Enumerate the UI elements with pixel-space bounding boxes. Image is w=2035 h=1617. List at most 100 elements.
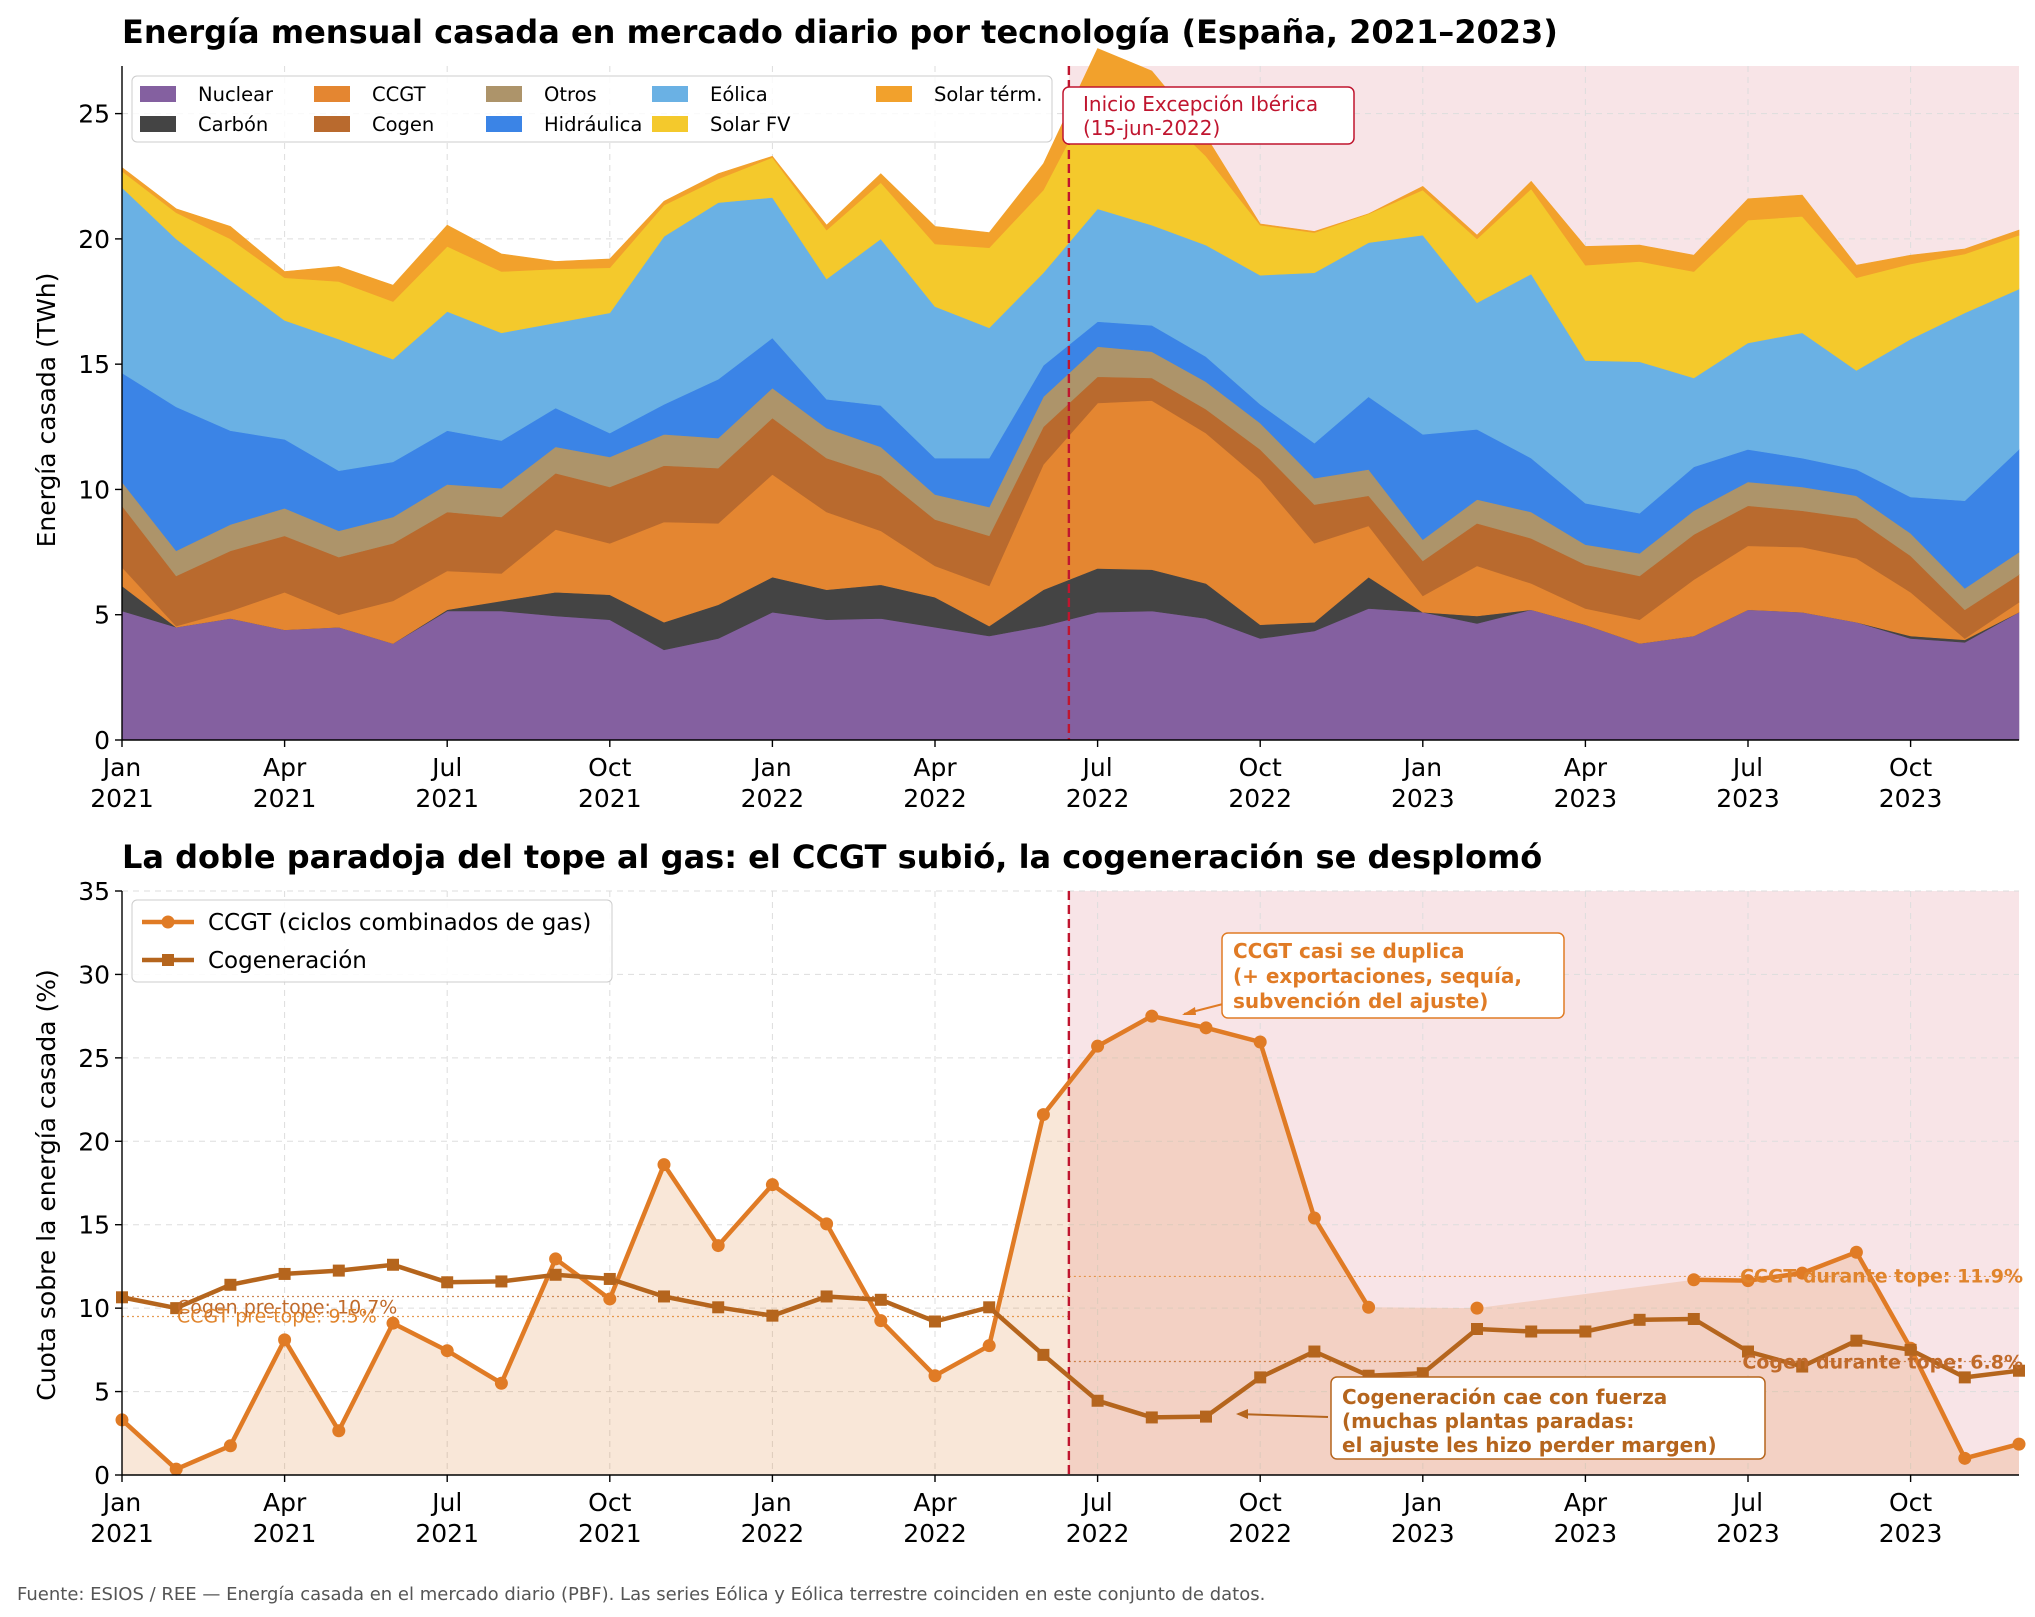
point-cogeneracion-16 — [983, 1301, 996, 1314]
c2-xtick-month-18: Jul — [1081, 1488, 1113, 1517]
cogen-annotation-box — [1330, 1376, 1766, 1460]
c1-ytick-label-15: 15 — [78, 350, 110, 379]
ccgt-annotation-line1: CCGT casi se duplica — [1233, 939, 1464, 963]
point-cogeneracion-7 — [495, 1275, 508, 1288]
ccgt-annotation-box — [1221, 932, 1565, 1019]
c1-xtick-month-30: Jul — [1731, 753, 1763, 782]
c2-legend-frame — [131, 899, 613, 983]
c1-xtick-year-15: 2022 — [903, 784, 967, 813]
legend-marker-cogeneracion — [162, 954, 174, 966]
c1-area-layers — [121, 48, 2020, 741]
ref-label-cogen-during: Cogen durante tope: 6.8% — [1742, 1352, 2023, 1374]
c1-xtick-year-18: 2022 — [1066, 784, 1130, 813]
point-cogeneracion-1 — [170, 1302, 183, 1315]
cogen-annotation-line1: Cogeneración cae con fuerza — [1342, 1385, 1667, 1409]
c1-xtick-month-0: Jan — [101, 753, 142, 782]
c1-xtick-month-27: Apr — [1564, 753, 1608, 782]
c2-xtick-month-15: Apr — [913, 1488, 957, 1517]
c2-ytick-label-5: 5 — [94, 1378, 110, 1407]
c1-xtick-year-9: 2021 — [578, 784, 642, 813]
c2-reference-lines — [122, 1275, 2019, 1363]
point-ccgt-ciclos-combinados-de-gas-3 — [278, 1333, 292, 1347]
point-ccgt-ciclos-combinados-de-gas-17 — [1036, 1108, 1050, 1122]
c2-xtick-year-21: 2022 — [1228, 1519, 1292, 1548]
c1-event-annotation: Inicio Excepción Ibérica (15-jun-2022) — [1062, 86, 1355, 145]
point-cogeneracion-20 — [1200, 1410, 1212, 1423]
c2-xtick-year-27: 2023 — [1554, 1519, 1618, 1548]
point-ccgt-ciclos-combinados-de-gas-1 — [169, 1462, 183, 1476]
legend-label-eolica: Eólica — [710, 83, 768, 106]
series-cogeneracion — [116, 1258, 2025, 1424]
c1-xtick-month-9: Oct — [588, 753, 631, 782]
chart1-y-axis-label: Energía casada (TWh) — [32, 273, 61, 548]
c1-xtick-month-12: Jan — [751, 753, 792, 782]
point-cogeneracion-30 — [1742, 1345, 1754, 1358]
cogen-annotation-line3: el ajuste les hizo perder margen) — [1342, 1433, 1717, 1457]
legend-swatch-nuclear — [140, 86, 176, 102]
c2-xtick-month-6: Jul — [430, 1488, 462, 1517]
point-cogeneracion-25 — [1471, 1323, 1483, 1335]
point-ccgt-ciclos-combinados-de-gas-20 — [1199, 1021, 1213, 1035]
point-cogeneracion-18 — [1091, 1394, 1104, 1407]
c2-xtick-year-18: 2022 — [1066, 1519, 1130, 1548]
c2-legend: CCGT (ciclos combinados de gas) Cogenerac… — [131, 899, 613, 983]
point-cogeneracion-28 — [1633, 1313, 1646, 1326]
legend-swatch-carbon — [140, 116, 176, 132]
cogen-annotation-arrowhead — [1236, 1409, 1248, 1419]
legend-swatch-solar-fv — [652, 116, 688, 132]
point-ccgt-ciclos-combinados-de-gas-14 — [874, 1314, 888, 1328]
point-ccgt-ciclos-combinados-de-gas-19 — [1145, 1009, 1159, 1023]
point-ccgt-ciclos-combinados-de-gas-15 — [928, 1369, 942, 1383]
point-ccgt-ciclos-combinados-de-gas-2 — [223, 1439, 237, 1453]
point-cogeneracion-11 — [712, 1301, 725, 1314]
c1-xtick-year-24: 2023 — [1391, 784, 1455, 813]
c1-xtick-year-30: 2023 — [1716, 784, 1780, 813]
c1-xtick-year-3: 2021 — [253, 784, 317, 813]
point-cogeneracion-3 — [278, 1267, 291, 1280]
point-ccgt-ciclos-combinados-de-gas-21 — [1253, 1035, 1267, 1049]
c1-x-ticks: Jan2021Apr2021Jul2021Oct2021Jan2022Apr20… — [90, 740, 1942, 813]
legend-swatch-solar-term — [876, 86, 912, 102]
c2-xtick-month-21: Oct — [1239, 1488, 1282, 1517]
point-ccgt-ciclos-combinados-de-gas-8 — [549, 1252, 563, 1266]
c1-ytick-label-25: 25 — [78, 100, 110, 129]
point-ccgt-ciclos-combinados-de-gas-18 — [1091, 1039, 1105, 1053]
point-ccgt-ciclos-combinados-de-gas-16 — [982, 1339, 996, 1353]
legend-label-nuclear: Nuclear — [198, 83, 274, 106]
point-cogeneracion-8 — [549, 1268, 562, 1281]
point-cogeneracion-4 — [332, 1264, 345, 1277]
point-cogeneracion-17 — [1037, 1348, 1050, 1361]
point-ccgt-ciclos-combinados-de-gas-23 — [1362, 1300, 1376, 1314]
line-cogeneracion — [121, 1262, 2020, 1420]
point-cogeneracion-31 — [1796, 1360, 1809, 1373]
c1-ytick-label-10: 10 — [78, 475, 110, 504]
point-cogeneracion-34 — [1958, 1371, 1971, 1384]
c1-event-annotation-line2: (15-jun-2022) — [1083, 116, 1220, 140]
c2-xtick-year-0: 2021 — [90, 1519, 154, 1548]
point-cogeneracion-27 — [1579, 1325, 1592, 1338]
legend-label-solar-fv: Solar FV — [710, 113, 791, 136]
c1-xtick-month-6: Jul — [430, 753, 462, 782]
ref-label-ccgt-during: CCGT durante tope: 11.9% — [1740, 1265, 2023, 1287]
c2-xtick-year-15: 2022 — [903, 1519, 967, 1548]
chart2-y-axis-label: Cuota sobre la energía casada (%) — [32, 969, 61, 1400]
c2-xtick-year-30: 2023 — [1716, 1519, 1780, 1548]
c1-xtick-year-6: 2021 — [415, 784, 479, 813]
c2-xtick-year-6: 2021 — [415, 1519, 479, 1548]
point-cogeneracion-14 — [874, 1293, 887, 1306]
ccgt-annotation: CCGT casi se duplica (+ exportaciones, s… — [1182, 932, 1565, 1019]
legend-marker-ccgt-ciclos-combinados-de-gas — [161, 915, 175, 929]
point-cogeneracion-13 — [820, 1290, 833, 1303]
point-ccgt-ciclos-combinados-de-gas-25 — [1470, 1301, 1484, 1315]
c1-xtick-year-21: 2022 — [1228, 784, 1292, 813]
c1-xtick-year-27: 2023 — [1554, 784, 1618, 813]
ref-label-ccgt-pre: CCGT pre-tope: 9.5% — [177, 1305, 377, 1327]
c2-x-ticks: Jan2021Apr2021Jul2021Oct2021Jan2022Apr20… — [90, 1475, 1942, 1548]
point-ccgt-ciclos-combinados-de-gas-11 — [711, 1239, 725, 1253]
c2-axes — [121, 891, 2019, 1476]
c2-xtick-month-3: Apr — [263, 1488, 307, 1517]
legend-label-hidraulica: Hidráulica — [544, 113, 642, 136]
c2-ytick-label-20: 20 — [78, 1127, 110, 1156]
c1-y-ticks: 0 5 10 15 20 25 — [78, 100, 122, 755]
point-cogeneracion-21 — [1254, 1371, 1267, 1384]
